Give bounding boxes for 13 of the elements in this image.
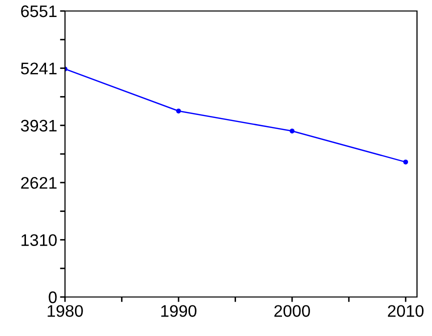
x-tick-label: 1990 <box>161 305 196 317</box>
y-tick-label: 3931 <box>20 120 57 132</box>
x-tick-label: 2000 <box>274 305 310 317</box>
y-tick-label: 6551 <box>21 5 57 18</box>
x-tick-label: 2010 <box>388 305 424 317</box>
y-tick-label: 2621 <box>21 176 57 189</box>
point <box>290 128 295 134</box>
y-tick-label: 1310 <box>22 234 57 246</box>
y-tick-label: 5241 <box>20 62 57 74</box>
x-tick-label: 1980 <box>48 305 83 317</box>
y-tick-label: 0 <box>48 291 57 304</box>
point <box>176 108 181 114</box>
point <box>403 160 408 164</box>
